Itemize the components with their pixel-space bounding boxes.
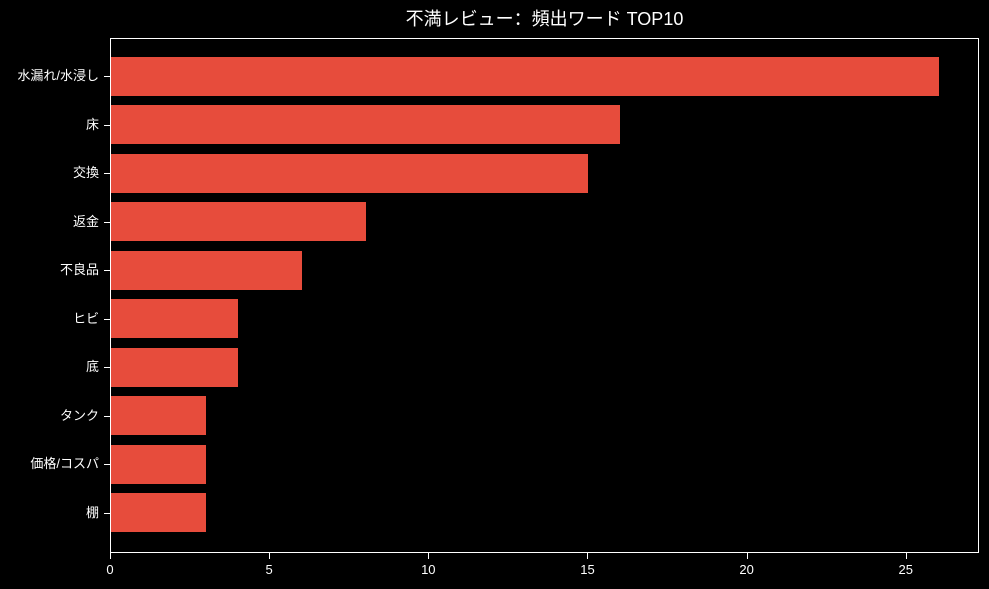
y-tick-mark xyxy=(104,221,110,223)
y-tick-mark xyxy=(104,318,110,320)
x-tick-mark xyxy=(269,553,271,559)
y-tick-label: 床 xyxy=(85,116,99,132)
bar xyxy=(111,105,620,144)
x-tick-label: 5 xyxy=(265,562,273,577)
bar xyxy=(111,396,206,435)
y-tick-label: ヒビ xyxy=(72,310,99,326)
x-tick-label: 10 xyxy=(421,562,436,577)
y-tick-mark xyxy=(104,367,110,368)
y-tick-label: 不良品 xyxy=(59,262,99,277)
plot-area xyxy=(110,38,979,553)
bar xyxy=(111,202,366,241)
x-tick-mark xyxy=(428,553,430,559)
y-tick-mark xyxy=(104,464,110,465)
x-tick-mark xyxy=(110,553,111,559)
y-tick-label: タンク xyxy=(59,407,99,423)
y-tick-label: 価格/コスパ xyxy=(30,456,99,471)
chart-title: 不満レビュー：頻出ワード TOP10 xyxy=(405,9,684,29)
x-tick-label: 0 xyxy=(106,562,114,577)
y-tick-mark xyxy=(104,270,110,271)
x-tick-mark xyxy=(746,553,748,559)
bar xyxy=(111,444,206,484)
x-tick-label: 20 xyxy=(739,562,754,577)
y-tick-label: 底 xyxy=(85,359,99,374)
y-tick-mark xyxy=(104,173,110,174)
y-tick-label: 交換 xyxy=(72,165,99,180)
bar xyxy=(111,299,238,338)
y-tick-mark xyxy=(104,415,110,417)
bar xyxy=(111,347,238,387)
x-tick-mark xyxy=(905,553,907,559)
y-tick-mark xyxy=(104,124,110,126)
bar xyxy=(111,250,302,290)
y-tick-label: 水漏れ/水浸し xyxy=(17,68,99,83)
y-tick-label: 棚 xyxy=(85,504,99,520)
bar xyxy=(111,493,206,532)
y-tick-label: 返金 xyxy=(72,213,99,229)
x-tick-mark xyxy=(587,553,589,559)
bar xyxy=(111,153,588,193)
x-tick-label: 15 xyxy=(580,562,595,577)
y-tick-mark xyxy=(104,76,110,77)
bar xyxy=(111,56,939,96)
y-tick-mark xyxy=(104,512,110,514)
x-tick-label: 25 xyxy=(898,562,914,577)
